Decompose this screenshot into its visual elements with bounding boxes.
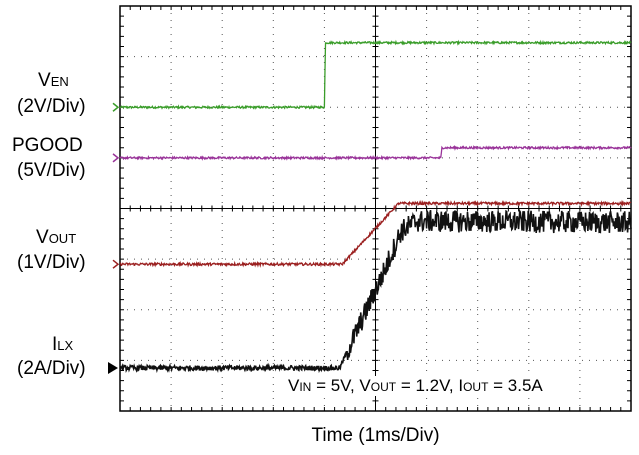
plot-traces [119, 39, 632, 374]
vout-scale-label: (1V/Div) [17, 252, 86, 273]
ven-label: VEN [38, 70, 69, 91]
ilx-scale-label: (2A/Div) [17, 358, 86, 379]
pgood-label: PGOOD [12, 135, 83, 156]
ground-marker-pgood [112, 153, 120, 163]
trace-vout [119, 199, 632, 268]
ground-marker-vout [112, 259, 120, 269]
ground-markers [108, 102, 120, 374]
ven-scale-label: (2V/Div) [17, 96, 86, 117]
vout-label: VOUT [36, 227, 77, 248]
test-conditions-annotation: VIN = 5V, VOUT = 1.2V, IOUT = 3.5A [288, 376, 543, 396]
trace-ilx [119, 208, 632, 374]
ground-marker-ilx [108, 361, 118, 374]
x-axis-label: Time (1ms/Div) [311, 425, 440, 446]
plot-grid [119, 5, 632, 412]
trace-ven [119, 39, 632, 110]
pgood-scale-label: (5V/Div) [17, 160, 86, 181]
ground-marker-ven [112, 102, 120, 112]
ilx-label: ILX [52, 334, 74, 355]
trace-pgood [119, 144, 632, 161]
